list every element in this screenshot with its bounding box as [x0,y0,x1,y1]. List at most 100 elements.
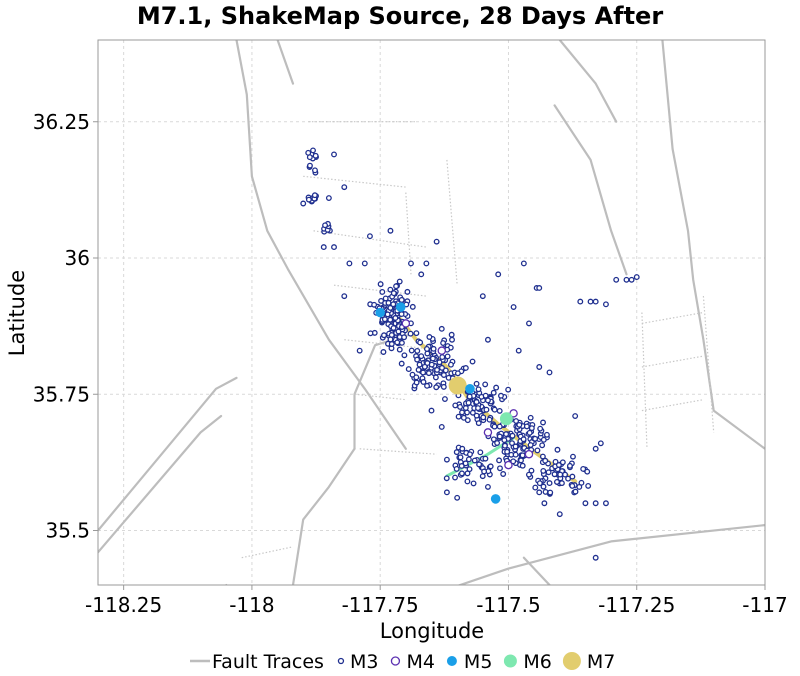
m4-event [401,319,411,328]
m3-event [562,471,569,478]
grid [98,40,765,585]
fault-trace [553,104,628,276]
m3-event [565,475,572,482]
m3-event [497,465,503,472]
m3-event [416,361,423,368]
m3-event [312,167,318,174]
m3-event [440,383,447,390]
m3-event [473,380,480,387]
m3-event [592,445,599,452]
m3-event [320,244,327,251]
m3-event [453,449,460,456]
m3-event [398,297,405,303]
legend-label: Fault Traces [212,651,324,673]
m3-event [475,386,482,393]
m3-event [592,554,599,561]
m3-event [482,381,489,388]
m3-event [585,482,592,489]
m3-event [454,370,461,377]
m3-event [462,365,469,371]
m3-event [523,423,530,430]
m3-event [515,347,522,354]
m3-event [462,460,469,467]
m3-event [392,315,399,321]
m3-event [407,330,414,337]
fault-trace [661,40,765,450]
m3-event [387,316,394,323]
m3-event [613,276,620,283]
m3-event [569,482,576,489]
m3-event [536,364,543,370]
legend-swatch-m4 [390,656,401,666]
m3-event [469,358,476,365]
y-tick-label: 36 [65,246,90,270]
m3-event [582,500,589,507]
legend-swatch-m5 [446,656,457,666]
m3-event [484,336,491,343]
m5-event [395,302,406,312]
m3-event [471,457,478,464]
m3-event [458,463,465,469]
m3-event [413,379,420,386]
fault-trace-minor [359,448,437,455]
m3-event [540,436,547,443]
m3-event [404,288,411,295]
m3-event [490,389,497,396]
m3-event [479,473,486,480]
m3-event [390,290,397,297]
m3-event [367,330,374,337]
fault-trace [291,447,356,585]
y-axis-ticks: 35.5 35.75 36 36.25 [33,110,98,543]
m3-event [439,364,445,371]
m3-event [496,407,503,414]
m3-event [439,354,446,361]
m3-event [592,500,599,507]
fault-trace-minor [354,393,406,401]
m3-event [510,458,517,465]
m3-event [433,238,440,245]
m3-event [495,271,502,278]
m3-event [440,340,447,347]
m3-event [453,465,460,472]
m3-event [393,283,400,290]
m3-event [380,349,387,355]
m3-event [554,478,560,485]
chart-title: M7.1, ShakeMap Source, 28 Days After [137,2,664,30]
m3-event [458,470,465,477]
m3-event [576,484,583,490]
m3-event [577,298,584,305]
m3-event [540,467,547,474]
m3-event [387,227,394,234]
x-axis-ticks: -118.25 -118 -117.75 -117.5 -117.25 -117 [85,585,788,617]
y-tick-label: 36.25 [33,110,90,134]
m3-event [475,405,481,412]
m3-event [398,360,405,367]
m3-event [443,475,450,482]
y-axis-label: Latitude [5,270,29,356]
m3-event [480,414,487,421]
m3-event [356,347,363,354]
m3-event [379,289,386,295]
m3-event [539,442,546,449]
m3-event [496,433,503,440]
m3-event [525,471,532,478]
m4-events [401,319,534,470]
m3-event [454,494,461,501]
m3-event [512,443,519,450]
m3-event [481,468,488,475]
m3-event [554,446,561,453]
m3-event [475,420,482,427]
m3-event [510,304,517,310]
m3-event [361,260,368,267]
m5-event [375,307,385,318]
m3-event [602,301,609,308]
legend-swatch-m7 [562,652,581,670]
m3-event [491,423,498,430]
m3-event [396,278,403,285]
m3-event [423,346,430,352]
m3-event [526,320,532,327]
m3-event [546,480,553,487]
m3-event [448,331,455,338]
m3-event [436,359,443,366]
